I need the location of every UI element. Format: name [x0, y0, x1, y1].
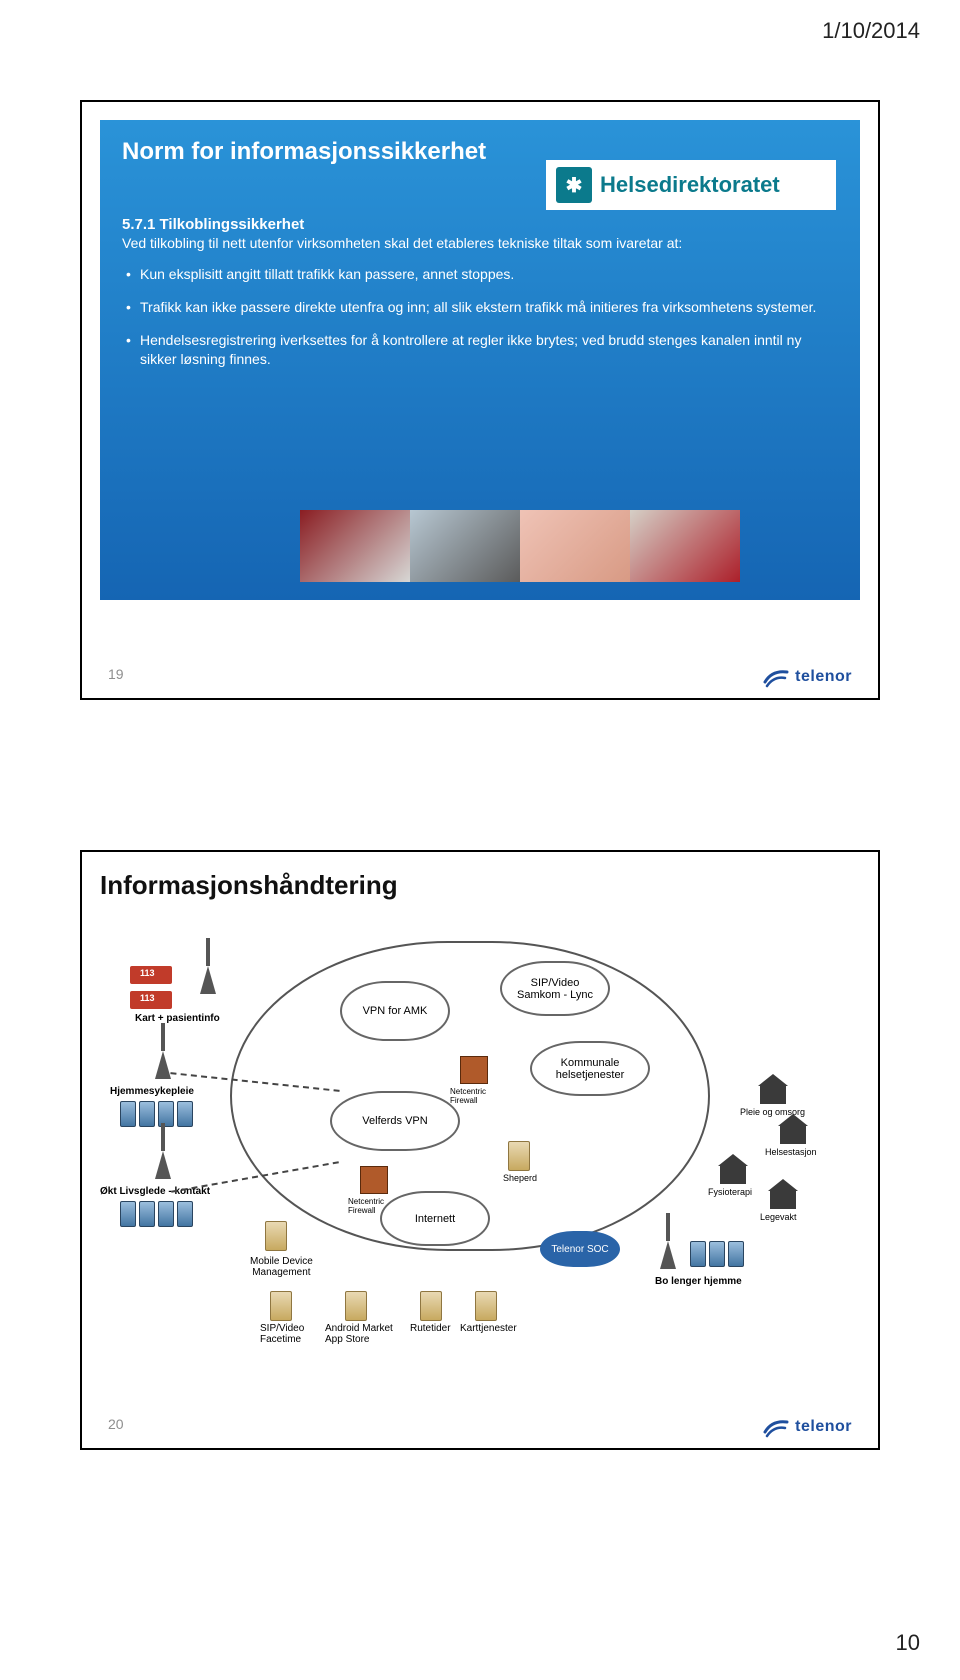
phone-icon — [139, 1201, 155, 1227]
slide-2: Informasjonshåndtering VPN for AMK SIP/V… — [80, 850, 880, 1450]
server-icon — [345, 1291, 367, 1321]
section-number: 5.7.1 Tilkoblingssikkerhet — [122, 216, 838, 233]
phone-icon — [139, 1101, 155, 1127]
tag-113: 113 — [140, 993, 155, 1003]
bullet-list: Kun eksplisitt angitt tillatt trafikk ka… — [122, 265, 838, 369]
phone-group — [120, 1101, 193, 1127]
bullet-item: Trafikk kan ikke passere direkte utenfra… — [126, 298, 838, 317]
bullet-item: Hendelsesregistrering iverksettes for å … — [126, 331, 838, 369]
cloud-sip-lync: SIP/Video Samkom - Lync — [500, 961, 610, 1016]
cloud-vpn-amk: VPN for AMK — [340, 981, 450, 1041]
tower-icon — [155, 1151, 171, 1179]
bullet-item: Kun eksplisitt angitt tillatt trafikk ka… — [126, 265, 838, 284]
telenor-text: telenor — [795, 1418, 852, 1436]
label-bolenger: Bo lenger hjemme — [655, 1276, 742, 1287]
slide-number: 19 — [108, 666, 124, 682]
phone-icon — [120, 1101, 136, 1127]
label-lege: Legevakt — [760, 1212, 797, 1222]
slide-1: Norm for informasjonssikkerhet ✱ Helsedi… — [80, 100, 880, 700]
server-group — [265, 1221, 287, 1251]
label-mdm: Mobile Device Management — [250, 1256, 313, 1278]
server-icon — [508, 1141, 530, 1171]
server-icon — [265, 1221, 287, 1251]
thumbnail-image — [300, 510, 410, 582]
thumbnail-image — [410, 510, 520, 582]
firewall-icon — [360, 1166, 388, 1194]
label-sip-facetime: SIP/Video Facetime — [260, 1323, 304, 1345]
firewall-icon — [460, 1056, 488, 1084]
server-group — [475, 1291, 497, 1321]
phone-icon — [709, 1241, 725, 1267]
sheperd-label: Sheperd — [503, 1173, 537, 1183]
telenor-logo: telenor — [763, 1416, 852, 1438]
page-number: 10 — [896, 1630, 920, 1656]
cloud-kommunale: Kommunale helsetjenester — [530, 1041, 650, 1096]
server-group — [270, 1291, 292, 1321]
helsedirektoratet-text: Helsedirektoratet — [600, 172, 780, 198]
server-icon — [475, 1291, 497, 1321]
network-diagram: VPN for AMK SIP/Video Samkom - Lync Komm… — [100, 911, 860, 1341]
thumbnail-image — [520, 510, 630, 582]
phone-icon — [120, 1201, 136, 1227]
telenor-icon — [763, 666, 789, 688]
label-helsest: Helsestasjon — [765, 1147, 817, 1157]
label-hjemme: Hjemmesykepleie — [110, 1086, 194, 1097]
telenor-text: telenor — [795, 668, 852, 686]
phone-icon — [690, 1241, 706, 1267]
phone-icon — [177, 1101, 193, 1127]
label-rute: Rutetider — [410, 1323, 451, 1334]
helsedirektoratet-logo: ✱ Helsedirektoratet — [546, 160, 836, 210]
label-kart2: Karttjenester — [460, 1323, 517, 1334]
page-date: 1/10/2014 — [822, 18, 920, 44]
label-fysio: Fysioterapi — [708, 1187, 752, 1197]
phone-group — [120, 1201, 193, 1227]
slide-number: 20 — [108, 1416, 124, 1432]
slide-2-title: Informasjonshåndtering — [100, 870, 860, 901]
phone-group — [690, 1241, 744, 1267]
server-group — [420, 1291, 442, 1321]
cloud-internett: Internett — [380, 1191, 490, 1246]
section-desc: Ved tilkobling til nett utenfor virksomh… — [122, 235, 838, 251]
helsedirektoratet-icon: ✱ — [556, 167, 592, 203]
telenor-soc: Telenor SOC — [540, 1231, 620, 1267]
image-strip — [300, 510, 740, 582]
house-icon — [760, 1086, 786, 1104]
telenor-logo: telenor — [763, 666, 852, 688]
label-android: Android Market App Store — [325, 1323, 393, 1345]
server-group — [345, 1291, 367, 1321]
tower-icon — [155, 1051, 171, 1079]
server-icon — [420, 1291, 442, 1321]
thumbnail-image — [630, 510, 740, 582]
phone-icon — [158, 1201, 174, 1227]
cloud-velferds: Velferds VPN — [330, 1091, 460, 1151]
phone-icon — [177, 1201, 193, 1227]
firewall-label: Netcentric Firewall — [348, 1197, 384, 1215]
server-icon — [270, 1291, 292, 1321]
tag-113: 113 — [140, 968, 155, 978]
label-kart: Kart + pasientinfo — [135, 1013, 220, 1024]
house-icon — [770, 1191, 796, 1209]
house-icon — [720, 1166, 746, 1184]
firewall-label: Netcentric Firewall — [450, 1087, 486, 1105]
tower-icon — [660, 1241, 676, 1269]
slide-2-panel: Informasjonshåndtering VPN for AMK SIP/V… — [100, 870, 860, 1378]
telenor-icon — [763, 1416, 789, 1438]
tower-icon — [200, 966, 216, 994]
slide-1-panel: Norm for informasjonssikkerhet ✱ Helsedi… — [100, 120, 860, 600]
house-icon — [780, 1126, 806, 1144]
phone-icon — [728, 1241, 744, 1267]
